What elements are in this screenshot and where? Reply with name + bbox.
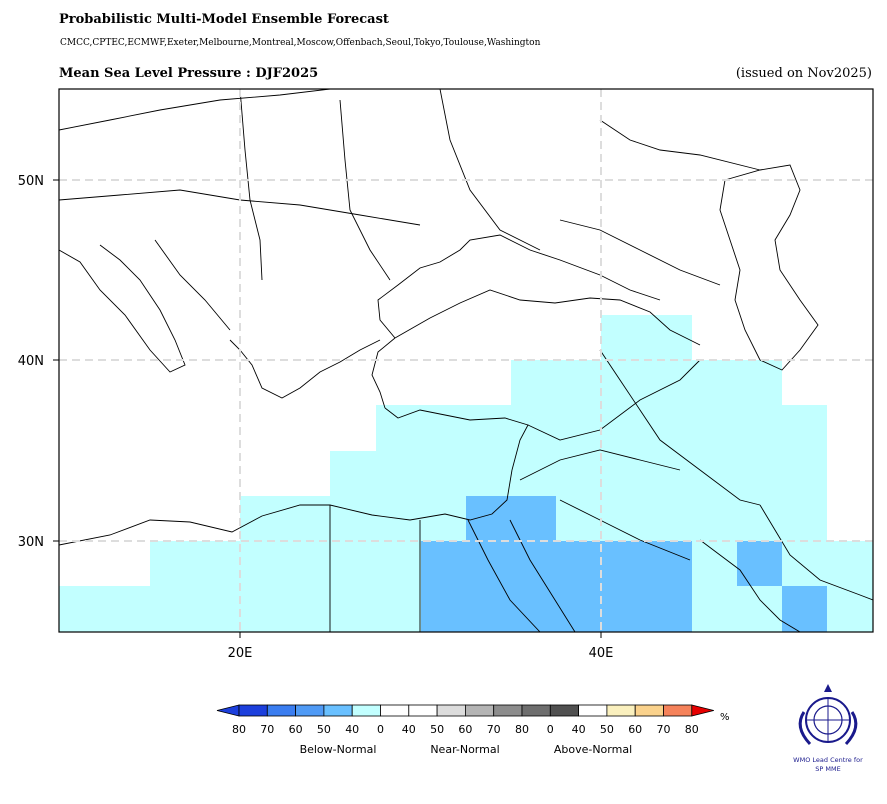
issued-date: (issued on Nov2025) — [735, 66, 872, 81]
legend-swatch — [634, 704, 664, 717]
legend-swatch — [238, 704, 268, 717]
probability-shading — [59, 89, 873, 632]
legend-unit: % — [720, 712, 730, 723]
lon-tick-label: 20E — [228, 646, 253, 661]
legend-swatch — [436, 704, 466, 717]
legend-tick-label: 50 — [430, 723, 444, 736]
legend-swatch — [663, 704, 693, 717]
legend-swatch — [606, 704, 636, 717]
legend-tick-label: 80 — [232, 723, 246, 736]
legend-tick-label: 40 — [345, 723, 359, 736]
model-list: CMCC,CPTEC,ECMWF,Exeter,Melbourne,Montre… — [60, 38, 541, 48]
logo-text-line2: SP MME — [815, 765, 840, 773]
lon-tick-label: 40E — [589, 646, 614, 661]
lat-tick-label: 40N — [18, 354, 44, 369]
legend-swatch — [380, 704, 410, 717]
legend-group-near: Near-Normal — [430, 743, 499, 756]
legend-tick-label: 50 — [600, 723, 614, 736]
legend-tick-label: 60 — [628, 723, 642, 736]
legend-tick-label: 40 — [402, 723, 416, 736]
logo-text-line1: WMO Lead Centre for — [793, 756, 863, 764]
legend-tick-label: 0 — [377, 723, 384, 736]
legend-tick-label: 80 — [685, 723, 699, 736]
legend-swatch — [295, 704, 325, 717]
legend-tick-label: 70 — [657, 723, 671, 736]
legend-tick-label: 80 — [515, 723, 529, 736]
legend-swatch — [521, 704, 551, 717]
legend-swatch — [493, 704, 523, 717]
legend-arrow-left — [216, 704, 240, 717]
legend-tick-label: 70 — [260, 723, 274, 736]
legend-swatch — [408, 704, 438, 717]
map-title: Probabilistic Multi-Model Ensemble Forec… — [59, 12, 389, 27]
lat-tick-label: 50N — [18, 174, 44, 189]
legend-group-below: Below-Normal — [300, 743, 377, 756]
legend-tick-label: 60 — [458, 723, 472, 736]
legend-swatch — [266, 704, 296, 717]
legend-tick-label: 70 — [487, 723, 501, 736]
map-subtitle: Mean Sea Level Pressure : DJF2025 — [59, 66, 319, 81]
legend-tick-label: 40 — [572, 723, 586, 736]
legend-tick-label: 0 — [547, 723, 554, 736]
legend-swatch — [578, 704, 608, 717]
legend-arrow-right — [691, 704, 714, 717]
legend-swatch — [549, 704, 579, 717]
legend-swatch — [323, 704, 353, 717]
legend-swatch — [464, 704, 495, 717]
wmo-logo: WMO Lead Centre for SP MME — [793, 684, 863, 773]
legend-group-above: Above-Normal — [554, 743, 632, 756]
gridlines — [59, 89, 873, 632]
legend-swatch — [351, 704, 381, 717]
legend-tick-label: 50 — [317, 723, 331, 736]
legend-tick-label: 60 — [289, 723, 303, 736]
lat-tick-label: 30N — [18, 535, 44, 550]
